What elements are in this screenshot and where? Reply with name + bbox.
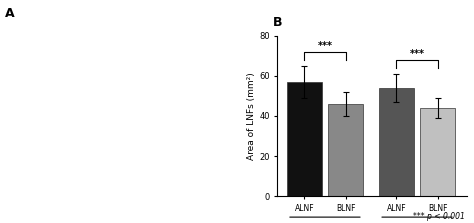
Text: ***: *** (318, 41, 332, 51)
Bar (420, 108, 455, 196)
Text: *** p < 0.001: *** p < 0.001 (413, 212, 465, 221)
Text: B: B (273, 16, 282, 29)
Y-axis label: Area of LNFs (mm²): Area of LNFs (mm²) (247, 72, 256, 160)
Text: A: A (5, 7, 14, 20)
Text: ***: *** (410, 49, 425, 59)
Bar (328, 104, 363, 196)
Bar (287, 82, 322, 196)
Bar (379, 88, 414, 196)
